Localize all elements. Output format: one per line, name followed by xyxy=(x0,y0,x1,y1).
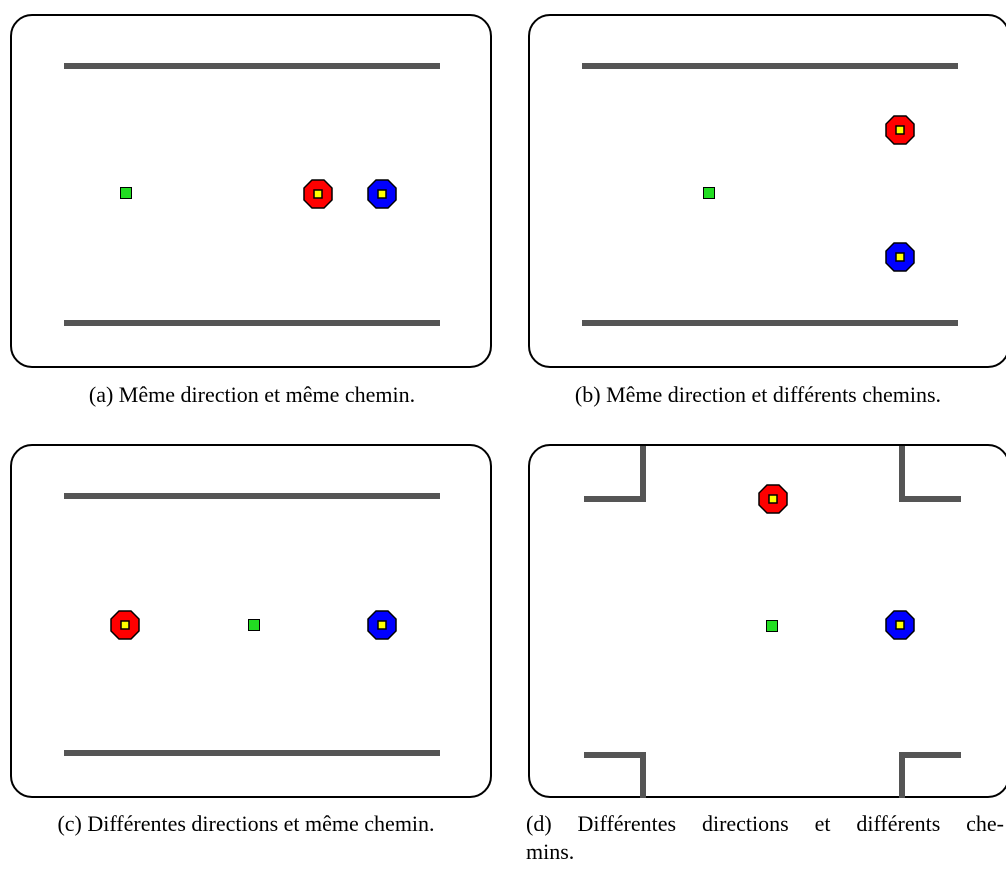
corner-wall-bottom-left-horizontal xyxy=(584,752,646,758)
panel-d xyxy=(528,444,1006,824)
corner-wall-bottom-right-horizontal xyxy=(899,752,961,758)
red-robot xyxy=(110,610,140,640)
caption-d-line1: (d) Différentes directions et différents… xyxy=(526,811,1004,836)
arena-a xyxy=(10,14,492,368)
red-robot xyxy=(758,484,788,514)
corner-wall-top-right-horizontal xyxy=(899,496,961,502)
goal-marker xyxy=(120,187,132,199)
blue-robot xyxy=(367,179,397,209)
red-robot xyxy=(885,115,915,145)
caption-b: (b) Même direction et différents chemins… xyxy=(574,382,942,407)
goal-marker xyxy=(766,620,778,632)
corner-wall-top-left-horizontal xyxy=(584,496,646,502)
corner-wall-top-right-vertical xyxy=(899,446,905,502)
top-wall xyxy=(64,493,440,499)
red-robot xyxy=(303,179,333,209)
bottom-wall xyxy=(64,320,440,326)
arena-d xyxy=(528,444,1006,798)
top-wall xyxy=(582,63,958,69)
caption-d-line2: mins. xyxy=(526,839,575,864)
corner-wall-top-left-vertical xyxy=(640,446,646,502)
goal-marker xyxy=(703,187,715,199)
panel-c xyxy=(10,444,494,824)
arena-c xyxy=(10,444,492,798)
panel-b xyxy=(528,14,1006,394)
caption-a: (a) Même direction et même chemin. xyxy=(88,382,416,407)
panel-a xyxy=(10,14,494,394)
corner-wall-bottom-left-vertical xyxy=(640,752,646,798)
blue-robot xyxy=(367,610,397,640)
blue-robot xyxy=(885,610,915,640)
caption-c: (c) Différentes directions et même chemi… xyxy=(57,811,435,836)
goal-marker xyxy=(248,619,260,631)
top-wall xyxy=(64,63,440,69)
corner-wall-bottom-right-vertical xyxy=(899,752,905,798)
bottom-wall xyxy=(582,320,958,326)
bottom-wall xyxy=(64,750,440,756)
arena-b xyxy=(528,14,1006,368)
blue-robot xyxy=(885,242,915,272)
